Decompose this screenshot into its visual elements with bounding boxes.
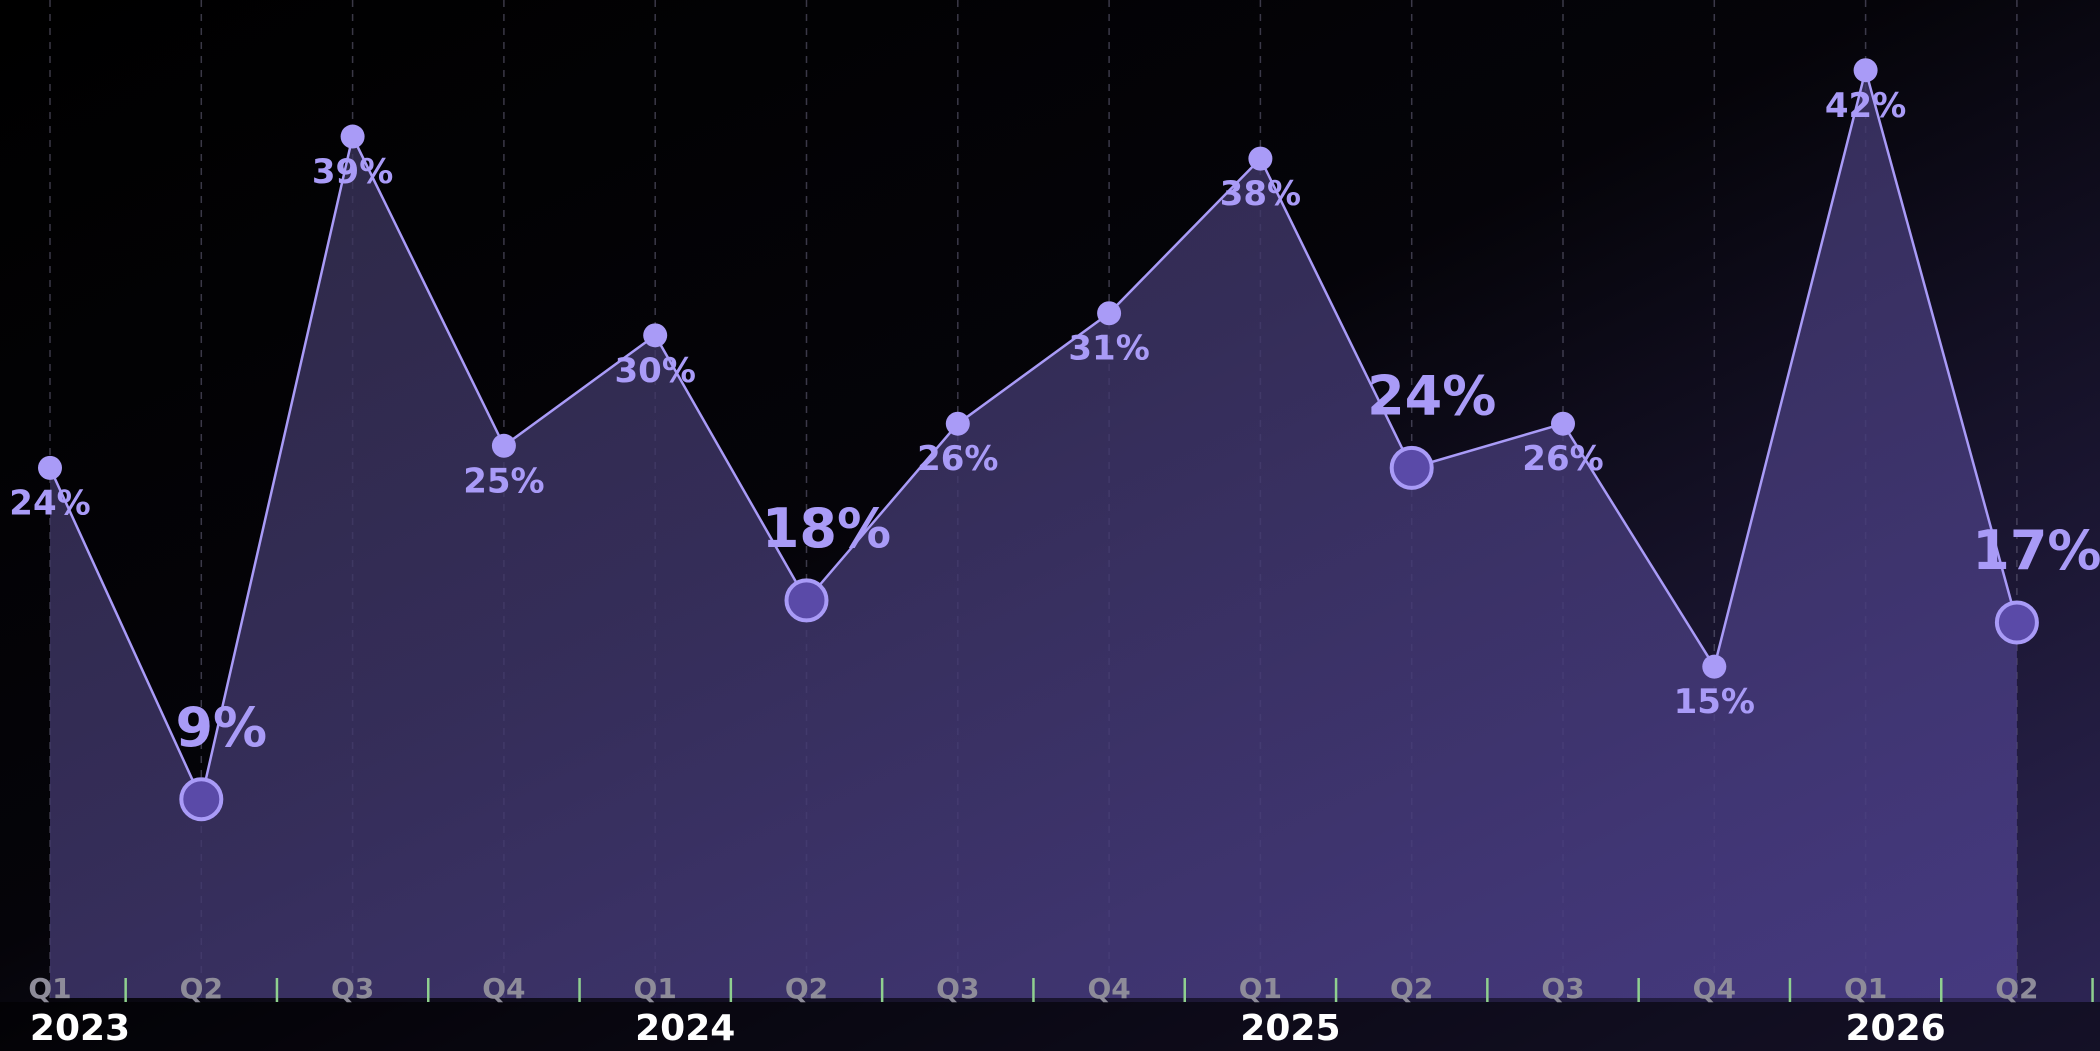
x-tick-label: Q4 [1087,972,1130,1005]
point [491,433,516,458]
x-tick-label: Q1 [1239,972,1282,1005]
value-label: 26% [917,439,998,479]
x-tick-label: Q2 [180,972,223,1005]
highlight-point [179,777,224,822]
year-label: 2023 [30,1008,130,1049]
point [1097,301,1122,326]
point [340,124,365,149]
x-tick-label: Q3 [1541,972,1584,1005]
value-label: 25% [463,461,544,501]
highlight-label: 24% [1367,365,1496,428]
value-label: 30% [615,351,696,391]
axis-band [0,1002,2100,1051]
point [643,323,668,348]
year-label: 2026 [1845,1008,1945,1049]
value-label: 24% [9,483,90,523]
highlight-point [1994,600,2039,645]
value-label: 31% [1068,329,1149,369]
highlight-point [1389,445,1434,490]
x-tick-label: Q1 [28,972,71,1005]
point [1853,58,1878,83]
x-tick-label: Q4 [482,972,525,1005]
highlight-label: 9% [175,696,267,759]
x-tick-label: Q3 [936,972,979,1005]
x-tick-label: Q4 [1693,972,1736,1005]
highlight-point [784,578,829,623]
x-tick-label: Q1 [634,972,677,1005]
point [1702,654,1727,679]
value-label: 26% [1522,439,1603,479]
value-label: 42% [1825,86,1906,126]
year-label: 2024 [635,1008,735,1049]
highlight-label: 17% [1972,519,2100,582]
value-label: 15% [1674,682,1755,722]
highlight-label: 18% [762,497,891,560]
point [38,455,62,480]
point [1248,146,1273,171]
x-tick-label: Q2 [1390,972,1433,1005]
point [945,411,970,436]
x-tick-label: Q2 [1995,972,2038,1005]
point [1551,411,1575,436]
x-tick-label: Q3 [331,972,374,1005]
x-tick-label: Q2 [785,972,828,1005]
x-tick-label: Q1 [1844,972,1887,1005]
year-label: 2025 [1240,1008,1340,1049]
area [50,70,2017,999]
value-label: 39% [312,152,393,192]
value-label: 38% [1220,174,1301,214]
line [48,65,2019,804]
